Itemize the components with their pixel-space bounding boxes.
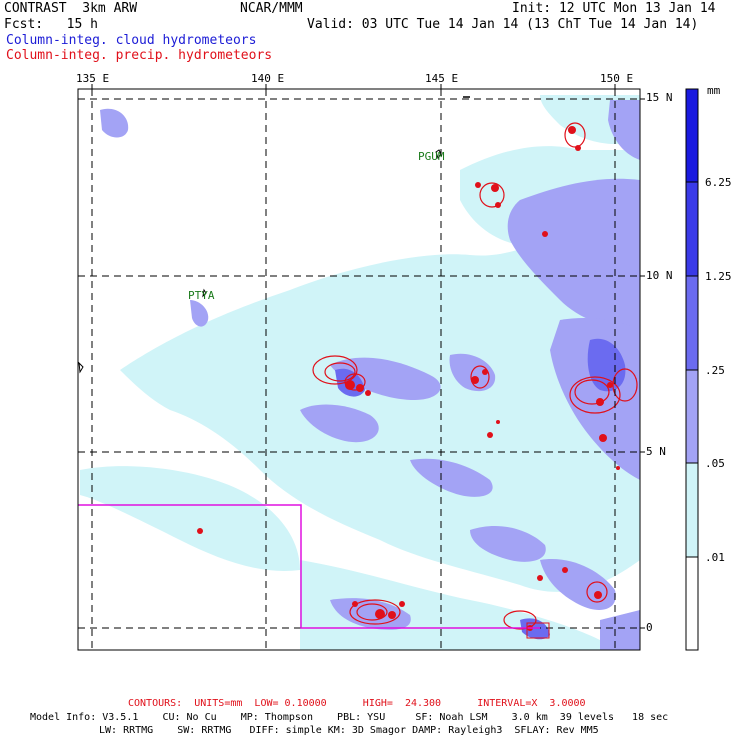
field-label-cloud: Column-integ. cloud hydrometeors [6, 33, 257, 48]
colorbar-label-1.25: 1.25 [705, 270, 732, 283]
cloud-shade-mid [507, 178, 640, 330]
colorbar-label-0.25: .25 [705, 364, 725, 377]
place-label-palau: PTYA [188, 289, 215, 302]
palau-island-outline [202, 288, 207, 298]
forecast-hour: Fcst: 15 h [4, 17, 98, 32]
lon-label-140: 140 E [251, 72, 285, 85]
organization: NCAR/MMM [240, 1, 303, 16]
run-title: CONTRAST 3km ARW [4, 1, 138, 16]
precip-cores [197, 126, 620, 631]
coast-fragment [78, 361, 84, 374]
red-box-marker [526, 622, 550, 639]
lon-label-150: 150 E [600, 72, 634, 85]
lat-label-10: 10 N [646, 269, 673, 282]
colorbar-label-6.25: 6.25 [705, 176, 732, 189]
model-info-line1: Model Info: V3.5.1 CU: No Cu MP: Thompso… [30, 712, 669, 723]
lon-label-145: 145 E [425, 72, 459, 85]
precip-contours [312, 122, 638, 630]
colorbar-unit: mm [707, 84, 721, 97]
lon-label-135: 135 E [76, 72, 110, 85]
colorbar-label-0.01: .01 [705, 551, 725, 564]
init-time: Init: 12 UTC Mon 13 Jan 14 [512, 1, 716, 16]
lat-label-5: 5 N [646, 445, 666, 458]
model-info-line2: LW: RRTMG SW: RRTMG DIFF: simple KM: 3D … [99, 725, 599, 736]
place-label-guam: PGUM [418, 150, 445, 163]
guam-island-outline [435, 149, 442, 160]
cloud-shade-light [120, 200, 640, 592]
lat-label-15: 15 N [646, 91, 673, 104]
contours-info: CONTOURS: UNITS=mm LOW= 0.10000 HIGH= 24… [128, 698, 586, 709]
cloud-field [80, 95, 640, 650]
colorbar [685, 88, 699, 651]
lat-label-0: 0 [646, 621, 653, 634]
nested-domain-outline [78, 504, 540, 629]
field-label-precip: Column-integ. precip. hydrometeors [6, 48, 273, 63]
cloud-shade-dense [587, 338, 626, 392]
valid-time: Valid: 03 UTC Tue 14 Jan 14 (13 ChT Tue … [307, 17, 699, 32]
colorbar-label-0.05: .05 [705, 457, 725, 470]
map-frame [77, 88, 641, 651]
